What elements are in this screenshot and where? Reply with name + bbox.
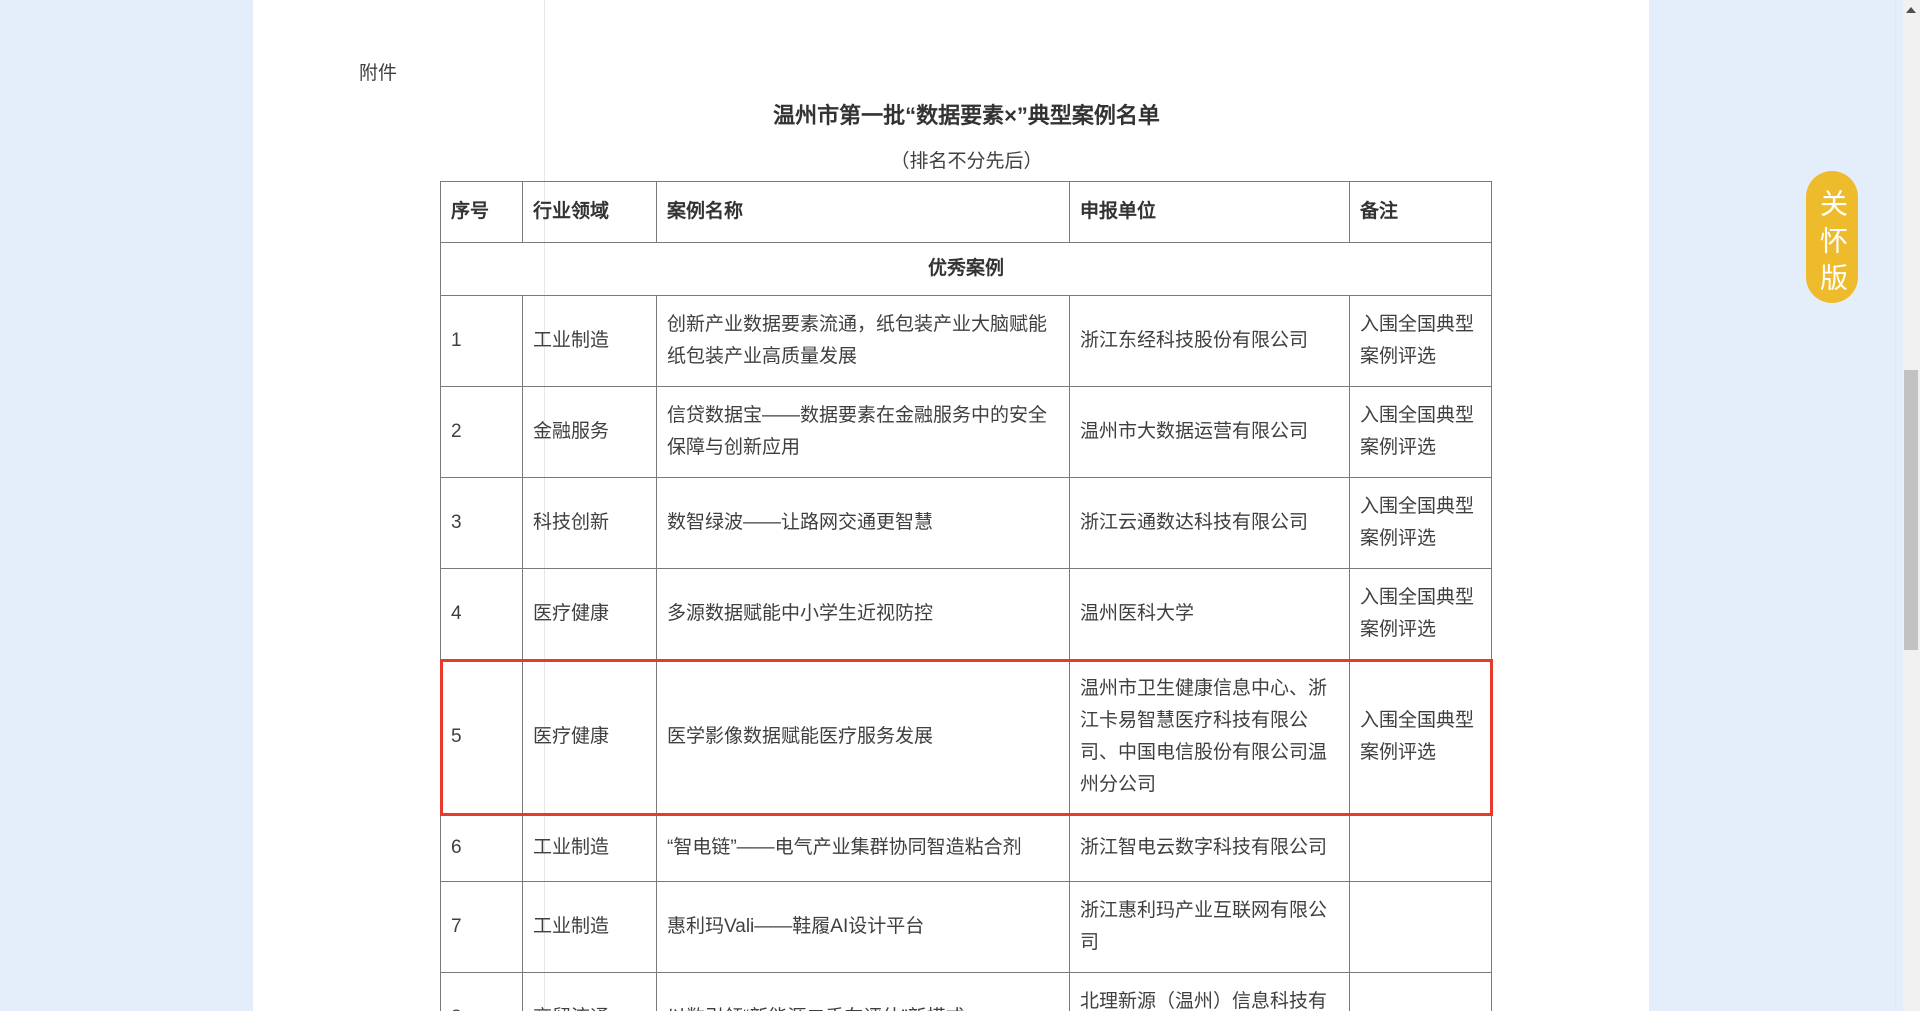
cell-unit: 温州医科大学 xyxy=(1069,568,1350,660)
cell-case-name: 数智绿波——让路网交通更智慧 xyxy=(656,477,1070,569)
cell-industry: 医疗健康 xyxy=(522,568,657,660)
cell-no: 4 xyxy=(440,568,523,660)
cell-case-name: 惠利玛Vali——鞋履AI设计平台 xyxy=(656,881,1070,973)
cell-note xyxy=(1349,814,1492,882)
cell-note: 入围全国典型案例评选 xyxy=(1349,659,1492,815)
header-case-name: 案例名称 xyxy=(656,181,1070,243)
cell-case-name: 医学影像数据赋能医疗服务发展 xyxy=(656,659,1070,815)
section-row-excellent-cases: 优秀案例 xyxy=(440,242,1492,296)
cell-note: 入围全国典型案例评选 xyxy=(1349,568,1492,660)
cell-no: 5 xyxy=(440,659,523,815)
cell-unit: 浙江智电云数字科技有限公司 xyxy=(1069,814,1350,882)
table-row: 7 工业制造 惠利玛Vali——鞋履AI设计平台 浙江惠利玛产业互联网有限公司 xyxy=(440,881,1492,973)
cell-case-name: 多源数据赋能中小学生近视防控 xyxy=(656,568,1070,660)
header-industry: 行业领域 xyxy=(522,181,657,243)
cell-unit: 温州市卫生健康信息中心、浙江卡易智慧医疗科技有限公司、中国电信股份有限公司温州分… xyxy=(1069,659,1350,815)
document-title: 温州市第一批“数据要素×”典型案例名单 xyxy=(773,103,1160,128)
cell-note xyxy=(1349,972,1492,1011)
cell-case-name: “智电链”——电气产业集群协同智造粘合剂 xyxy=(656,814,1070,882)
scrollbar-track[interactable] xyxy=(1903,0,1920,1011)
scrollbar-thumb[interactable] xyxy=(1904,370,1918,650)
cell-no: 2 xyxy=(440,386,523,478)
cell-unit: 温州市大数据运营有限公司 xyxy=(1069,386,1350,478)
cell-industry: 金融服务 xyxy=(522,386,657,478)
cell-unit: 北理新源（温州）信息科技有限公司 xyxy=(1069,972,1350,1011)
cell-industry: 工业制造 xyxy=(522,881,657,973)
attachment-label: 附件 xyxy=(359,63,398,84)
section-title: 优秀案例 xyxy=(440,242,1492,296)
cell-case-name: 创新产业数据要素流通，纸包装产业大脑赋能纸包装产业高质量发展 xyxy=(656,295,1070,387)
cell-industry: 工业制造 xyxy=(522,295,657,387)
table-row: 1 工业制造 创新产业数据要素流通，纸包装产业大脑赋能纸包装产业高质量发展 浙江… xyxy=(440,295,1492,387)
cell-no: 1 xyxy=(440,295,523,387)
cell-industry: 商贸流通 xyxy=(522,972,657,1011)
header-unit: 申报单位 xyxy=(1069,181,1350,243)
header-note: 备注 xyxy=(1349,181,1492,243)
cell-no: 3 xyxy=(440,477,523,569)
cell-note: 入围全国典型案例评选 xyxy=(1349,386,1492,478)
care-version-button[interactable]: 关怀版 xyxy=(1806,171,1858,303)
table-row: 3 科技创新 数智绿波——让路网交通更智慧 浙江云通数达科技有限公司 入围全国典… xyxy=(440,477,1492,569)
table-row: 4 医疗健康 多源数据赋能中小学生近视防控 温州医科大学 入围全国典型案例评选 xyxy=(440,568,1492,660)
cell-industry: 医疗健康 xyxy=(522,659,657,815)
table-row: 5 医疗健康 医学影像数据赋能医疗服务发展 温州市卫生健康信息中心、浙江卡易智慧… xyxy=(439,658,1493,816)
content-divider-right xyxy=(1895,0,1896,1011)
document-subtitle: （排名不分先后） xyxy=(890,151,1043,172)
table-row: 8 商贸流通 以数引领“新能源二手车评估”新模式 北理新源（温州）信息科技有限公… xyxy=(440,972,1492,1011)
cell-case-name: 信贷数据宝——数据要素在金融服务中的安全保障与创新应用 xyxy=(656,386,1070,478)
table-row: 2 金融服务 信贷数据宝——数据要素在金融服务中的安全保障与创新应用 温州市大数… xyxy=(440,386,1492,478)
cell-industry: 科技创新 xyxy=(522,477,657,569)
header-no: 序号 xyxy=(440,181,523,243)
table-row: 6 工业制造 “智电链”——电气产业集群协同智造粘合剂 浙江智电云数字科技有限公… xyxy=(440,814,1492,882)
cell-case-name: 以数引领“新能源二手车评估”新模式 xyxy=(656,972,1070,1011)
cell-note xyxy=(1349,881,1492,973)
cell-no: 6 xyxy=(440,814,523,882)
table-header-row: 序号 行业领域 案例名称 申报单位 备注 xyxy=(440,181,1492,243)
cases-table: 序号 行业领域 案例名称 申报单位 备注 优秀案例 1 工业制造 创新产业数据要… xyxy=(439,181,1493,1011)
cell-no: 7 xyxy=(440,881,523,973)
cell-unit: 浙江东经科技股份有限公司 xyxy=(1069,295,1350,387)
cell-note: 入围全国典型案例评选 xyxy=(1349,477,1492,569)
cell-unit: 浙江惠利玛产业互联网有限公司 xyxy=(1069,881,1350,973)
scroll-up-arrow-icon[interactable] xyxy=(1906,7,1916,13)
cell-note: 入围全国典型案例评选 xyxy=(1349,295,1492,387)
cell-unit: 浙江云通数达科技有限公司 xyxy=(1069,477,1350,569)
cell-industry: 工业制造 xyxy=(522,814,657,882)
cell-no: 8 xyxy=(440,972,523,1011)
